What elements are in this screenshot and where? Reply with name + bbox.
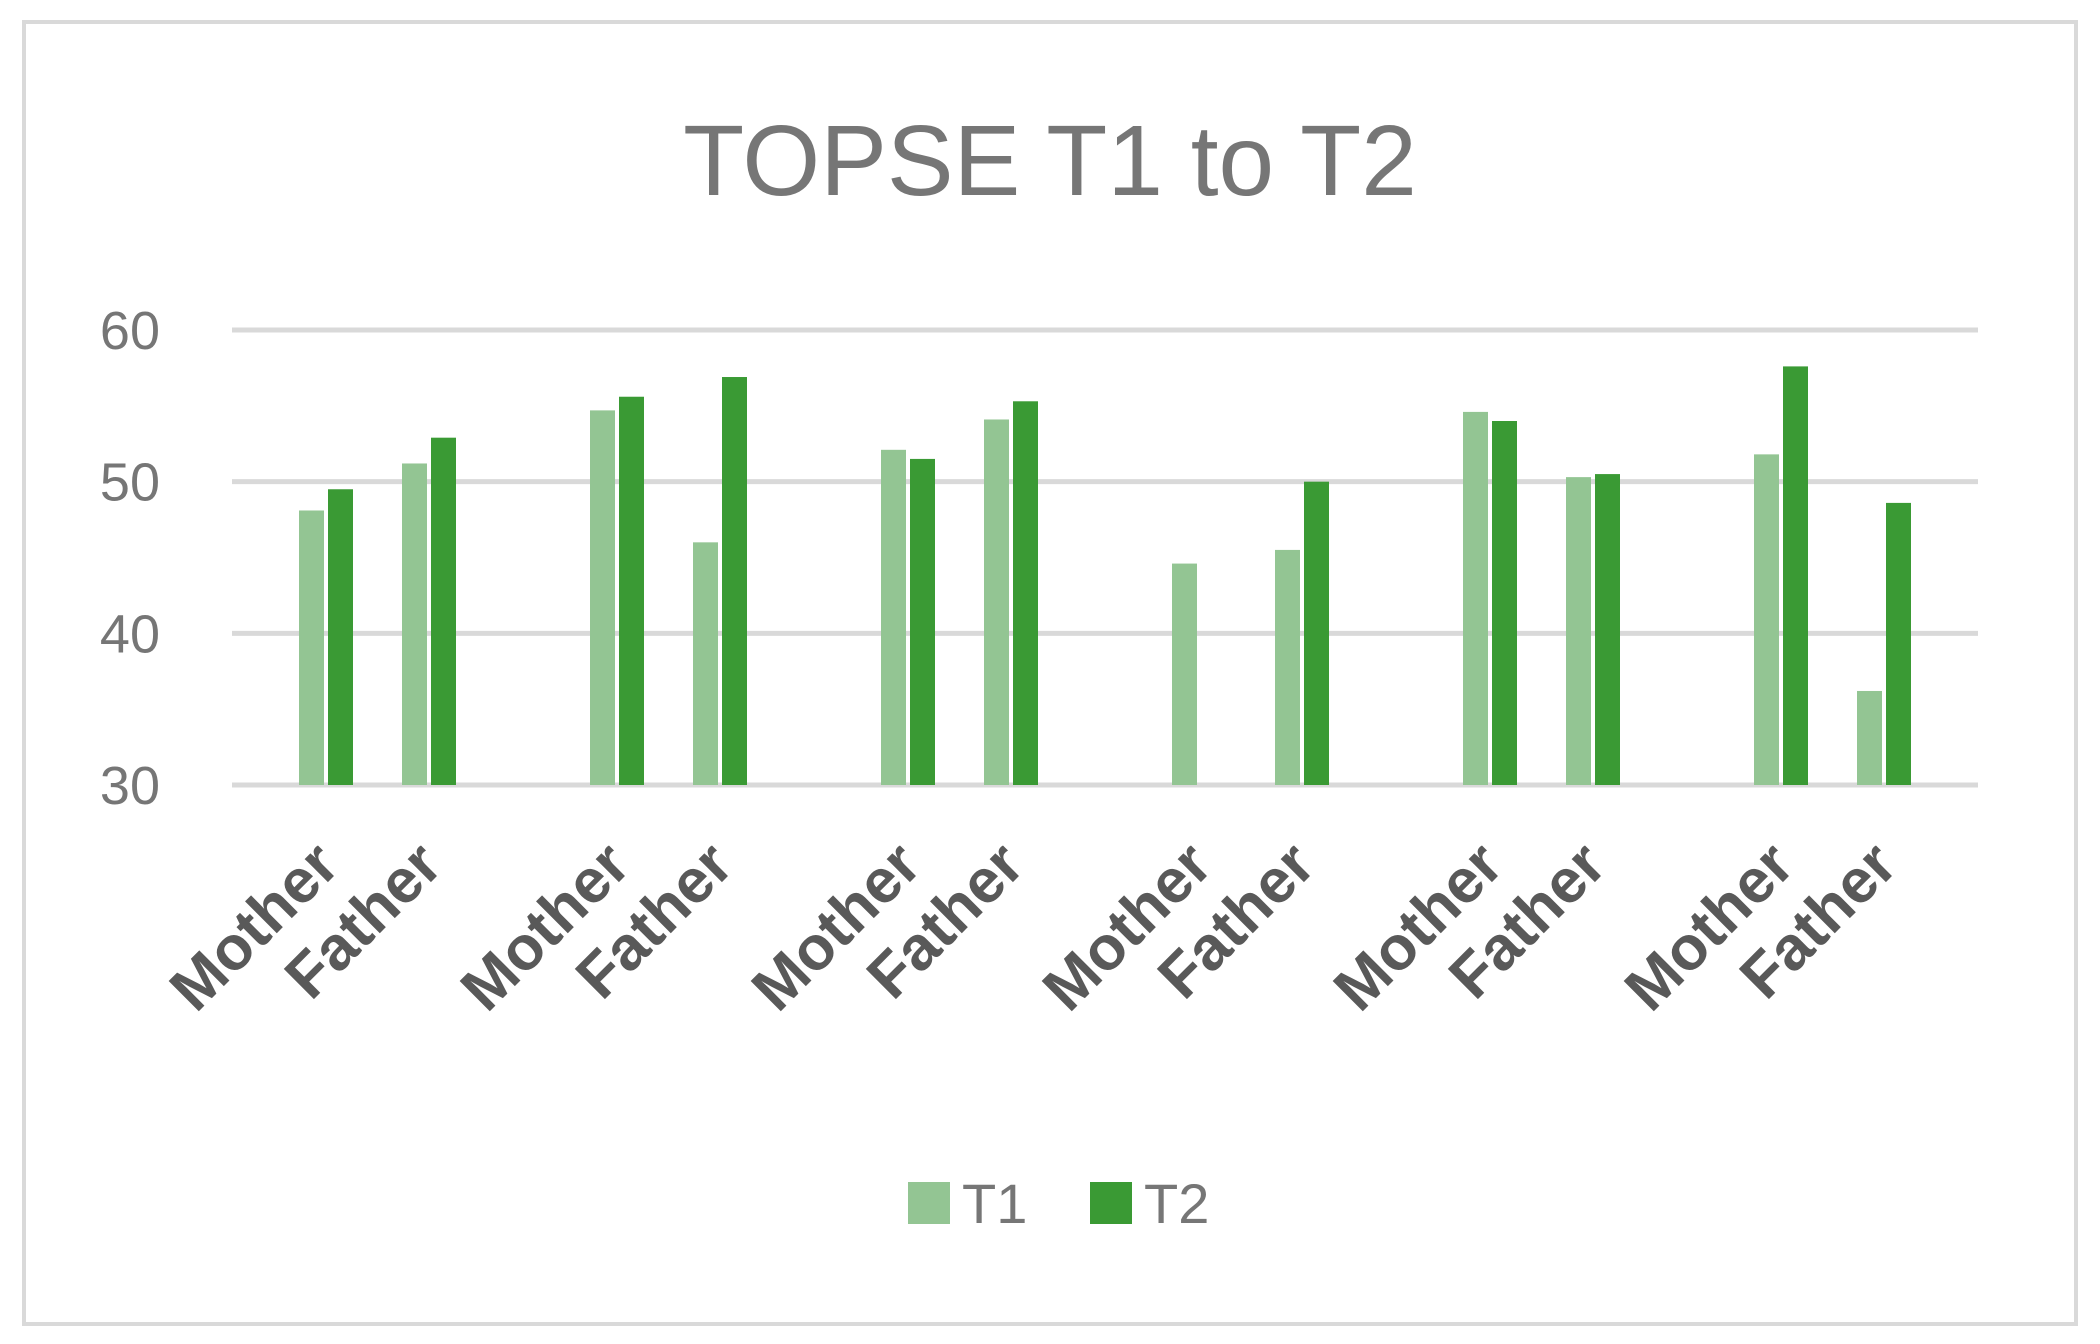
bar-t2-father-2	[431, 437, 456, 785]
y-tick-label: 30	[100, 756, 160, 816]
bar-t2-mother-9	[1492, 421, 1517, 785]
bar-t1-father-6	[984, 419, 1009, 785]
bar-t2-father-6	[1013, 401, 1038, 785]
y-tick-label: 60	[100, 301, 160, 361]
y-axis-ticks: 30 40 50 60	[100, 301, 160, 816]
legend-label-t2: T2	[1144, 1172, 1209, 1235]
bar-t1-mother-11	[1754, 454, 1779, 785]
bar-t1-mother-7	[1172, 563, 1197, 785]
bar-t2-mother-1	[328, 489, 353, 785]
legend-swatch-t2	[1090, 1182, 1132, 1224]
bar-t2-mother-5	[910, 458, 935, 785]
bar-t1-mother-3	[590, 410, 615, 785]
legend-swatch-t1	[908, 1182, 950, 1224]
legend-label-t1: T1	[962, 1172, 1027, 1235]
bar-t1-mother-9	[1463, 411, 1488, 785]
bar-t1-father-2	[402, 463, 427, 785]
bar-t1-father-8	[1275, 549, 1300, 785]
chart-title: TOPSE T1 to T2	[683, 105, 1417, 217]
bar-t1-mother-5	[881, 449, 906, 785]
y-tick-label: 50	[100, 453, 160, 513]
bar-t2-mother-11	[1783, 366, 1808, 785]
bar-t2-father-12	[1886, 502, 1911, 785]
gridlines	[232, 327, 1978, 788]
chart-frame	[22, 20, 2078, 1326]
y-tick-label: 40	[100, 604, 160, 664]
bar-t2-father-4	[722, 377, 747, 785]
legend: T1 T2	[908, 1172, 1209, 1235]
bar-t1-father-12	[1857, 690, 1882, 785]
bar-t2-father-8	[1304, 481, 1329, 785]
bar-t1-father-4	[693, 542, 718, 785]
bar-t2-father-10	[1595, 474, 1620, 785]
bars	[299, 366, 1911, 785]
bar-t2-mother-3	[619, 396, 644, 785]
bar-t1-father-10	[1566, 477, 1591, 785]
bar-t1-mother-1	[299, 510, 324, 785]
